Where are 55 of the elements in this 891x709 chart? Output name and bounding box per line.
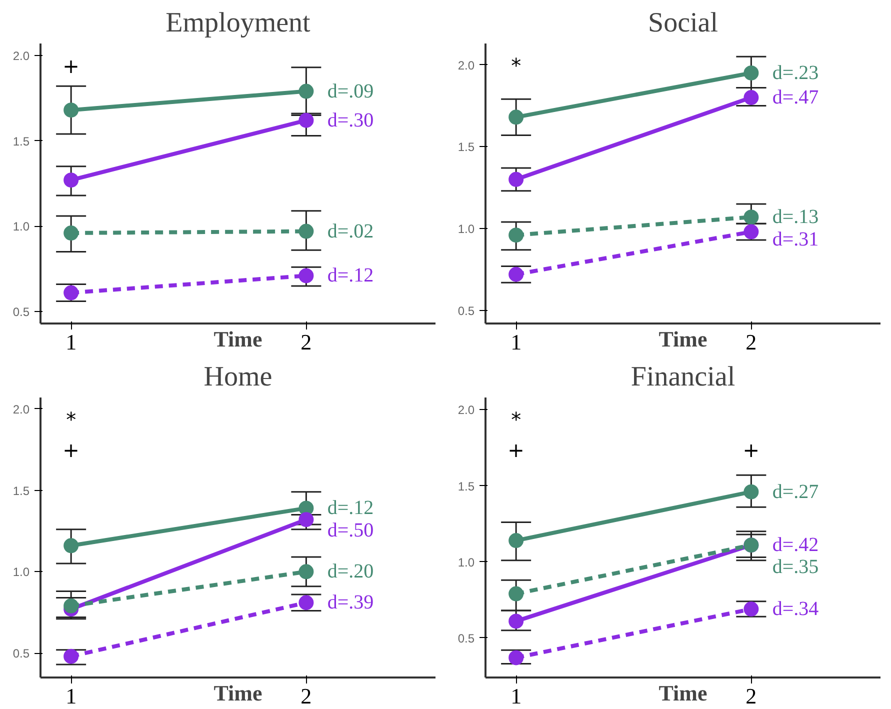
x-axis-title: Time [658,680,708,706]
annotation: + [508,438,524,462]
annotation: d=.27 [772,480,819,503]
x-tick-label: 2 [746,684,757,708]
x-tick-label: 1 [66,684,77,708]
x-tick-label: 1 [66,330,77,354]
x-tick-label: 1 [510,684,522,708]
x-tick-label: 2 [300,330,312,354]
y-tick-label: 1.5 [458,479,475,494]
annotation: * [511,408,522,432]
x-tick-label: 2 [300,684,312,708]
y-tick-label: 0.5 [12,305,30,320]
x-tick-label: 2 [746,330,757,354]
annotation: d=.50 [327,520,374,542]
annotation: + [62,438,80,462]
y-tick-label: 2.0 [458,403,475,418]
annotation: d=.39 [327,592,374,614]
annotation: + [62,54,80,78]
chart-title: Social [648,8,718,38]
y-tick-label: 1.0 [458,222,475,236]
y-tick-label: 1.5 [12,134,30,148]
y-tick-label: 2.0 [12,48,30,63]
x-axis-title: Time [658,326,708,352]
annotation: d=.02 [327,220,374,242]
y-tick-label: 1.0 [12,220,30,234]
y-tick-label: 1.5 [458,140,475,154]
chart-title: Employment [166,8,311,38]
annotation: d=.20 [327,560,374,583]
chart-title: Financial [630,362,736,392]
annotation: d=.13 [772,206,819,228]
annotation: + [742,438,760,462]
x-axis-title: Time [214,326,262,352]
y-tick-label: 1.0 [458,555,475,570]
annotation: d=.09 [327,80,374,102]
annotation: * [511,54,522,78]
x-tick-label: 1 [510,330,522,354]
annotation: d=.23 [772,62,819,84]
annotation: d=.12 [327,264,374,287]
annotation: d=.47 [772,86,819,109]
annotation: d=.35 [772,556,819,578]
annotation: d=.12 [327,497,374,520]
y-tick-label: 2.0 [458,58,475,72]
annotation: d=.34 [772,598,819,620]
annotation: d=.42 [772,534,819,556]
x-axis-title: Time [214,680,262,706]
y-tick-label: 2.0 [12,402,30,416]
y-tick-label: 1.5 [12,484,30,498]
annotation: d=.30 [327,109,374,132]
annotation: * [66,408,76,432]
chart-title: Home [204,362,272,392]
y-tick-label: 1.0 [12,565,30,580]
y-tick-label: 0.5 [458,304,475,318]
annotation: d=.31 [772,228,819,251]
y-tick-label: 0.5 [12,646,30,661]
y-tick-label: 0.5 [458,631,475,646]
